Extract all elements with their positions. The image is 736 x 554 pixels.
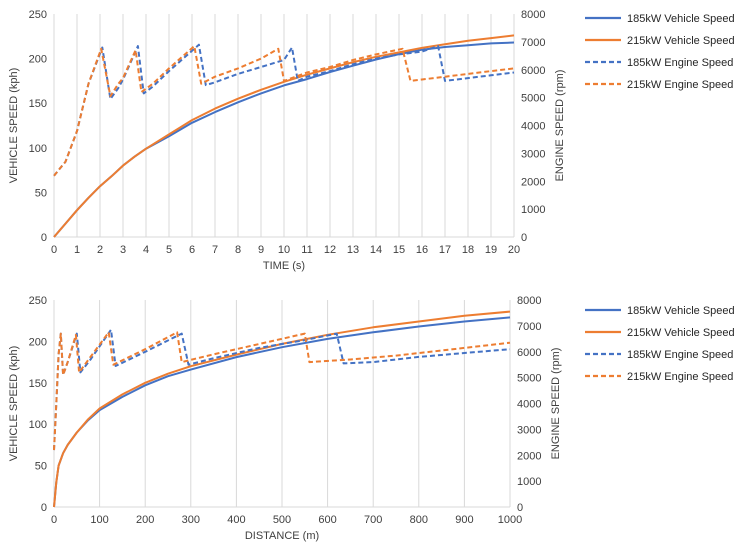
y-tick-label: 200	[29, 54, 47, 66]
x-tick-label: 19	[485, 244, 497, 256]
y2-tick-label: 6000	[517, 347, 541, 359]
x-tick-label: 600	[318, 514, 336, 526]
x-tick-label: 20	[508, 244, 520, 256]
y2-axis-title: ENGINE SPEED (rpm)	[554, 70, 566, 182]
x-tick-label: 9	[258, 244, 264, 256]
y-axis-title: VEHICLE SPEED (kph)	[8, 346, 20, 462]
y-tick-label: 250	[29, 295, 47, 307]
x-tick-label: 11	[301, 244, 312, 256]
x-tick-label: 10	[278, 244, 290, 256]
y2-tick-label: 8000	[517, 295, 541, 307]
x-tick-label: 500	[273, 514, 291, 526]
y-tick-label: 100	[29, 143, 47, 155]
x-tick-label: 18	[462, 244, 474, 256]
distance-chart-svg: 0 100 200 300 400 500 600 700 800 900 100005010015…	[8, 295, 735, 542]
y2-tick-label: 4000	[521, 121, 545, 133]
x-tick-label: 17	[439, 244, 451, 256]
time-chart: 0 1 2 3 4 5 6 7 8 9 10 11 12 13 14 15 16 17 18 19 20 0 50 100 15…	[8, 9, 735, 272]
series-line-215kw-vehicle-speed	[53, 34, 515, 238]
y-tick-label: 0	[41, 232, 47, 244]
x-tick-label: 200	[136, 514, 154, 526]
legend-label: 215kW Engine Speed	[627, 79, 733, 91]
x-tick-label: 4	[143, 244, 149, 256]
x-tick-label: 800	[410, 514, 428, 526]
legend-label: 215kW Engine Speed	[627, 371, 733, 383]
y2-tick-label: 2000	[521, 176, 545, 188]
y-axis-title: VEHICLE SPEED (kph)	[8, 68, 20, 184]
x-tick-label: 0	[51, 514, 57, 526]
x-axis-title: TIME (s)	[263, 260, 305, 272]
x-tick-label: 5	[166, 244, 172, 256]
y2-tick-label: 5000	[517, 373, 541, 385]
y2-axis-title: ENGINE SPEED (rpm)	[550, 348, 562, 460]
legend-label: 215kW Vehicle Speed	[627, 327, 735, 339]
x-tick-label: 1	[74, 244, 80, 256]
y-tick-label: 100	[29, 419, 47, 431]
y-tick-label: 0	[41, 502, 47, 514]
legend-label: 185kW Vehicle Speed	[627, 13, 735, 25]
y2-tick-label: 4000	[517, 399, 541, 411]
x-tick-label: 7	[212, 244, 218, 256]
y2-tick-label: 7000	[521, 37, 545, 49]
y2-tick-label: 2000	[517, 450, 541, 462]
y2-tick-label: 3000	[517, 424, 541, 436]
x-tick-label: 14	[370, 244, 382, 256]
x-tick-label: 15	[393, 244, 405, 256]
y2-tick-label: 1000	[517, 476, 541, 488]
time-chart-svg: 0 1 2 3 4 5 6 7 8 9 10 11 12 13 14 15 16 17 18 19 2005010015…	[8, 9, 735, 272]
legend-label: 185kW Engine Speed	[627, 349, 733, 361]
x-tick-label: 16	[416, 244, 428, 256]
x-tick-label: 1000	[498, 514, 522, 526]
x-tick-label: 700	[364, 514, 382, 526]
y-tick-label: 200	[29, 336, 47, 348]
x-tick-label: 8	[235, 244, 241, 256]
x-tick-label: 300	[182, 514, 200, 526]
series-line-215kw-vehicle-speed	[53, 310, 511, 508]
x-tick-label: 12	[324, 244, 336, 256]
y2-tick-label: 1000	[521, 204, 545, 216]
y-tick-label: 50	[35, 461, 47, 473]
y-tick-label: 250	[29, 9, 47, 21]
y2-tick-label: 6000	[521, 65, 545, 77]
series-line-215kw-engine-speed	[53, 45, 515, 177]
x-tick-label: 400	[227, 514, 245, 526]
x-tick-label: 3	[120, 244, 126, 256]
x-tick-label: 0	[51, 244, 57, 256]
y2-tick-label: 7000	[517, 321, 541, 333]
distance-chart: 0 100 200 300 400 500 600 700 800 900 1000 0 50 100 15…	[0, 282, 736, 554]
x-tick-label: 13	[347, 244, 359, 256]
y2-tick-label: 0	[517, 502, 523, 514]
legend-label: 185kW Engine Speed	[627, 57, 733, 69]
x-tick-label: 2	[97, 244, 103, 256]
x-tick-label: 100	[90, 514, 108, 526]
y2-tick-label: 3000	[521, 148, 545, 160]
legend-label: 185kW Vehicle Speed	[627, 305, 735, 317]
x-tick-label: 900	[455, 514, 473, 526]
y-tick-label: 150	[29, 98, 47, 110]
x-tick-label: 6	[189, 244, 195, 256]
y2-tick-label: 5000	[521, 93, 545, 105]
y-tick-label: 50	[35, 187, 47, 199]
x-axis-title: DISTANCE (m)	[245, 530, 319, 542]
series-line-215kw-engine-speed	[53, 331, 511, 451]
y2-tick-label: 8000	[521, 9, 545, 21]
y2-tick-label: 0	[521, 232, 527, 244]
legend-label: 215kW Vehicle Speed	[627, 35, 735, 47]
y-tick-label: 150	[29, 378, 47, 390]
